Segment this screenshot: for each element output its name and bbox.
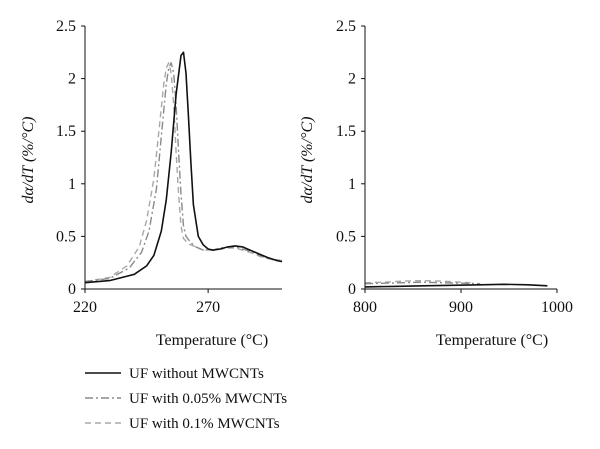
left-series-line-0: [84, 51, 283, 284]
right-y-axis-title: dα/dT (%/°C): [299, 117, 316, 204]
left-y-tick-label-3: 1.5: [56, 123, 76, 140]
right-series-line-0: [364, 283, 548, 288]
left-tick-labels: 0 0.5 1 1.5 2 2.5 220 270: [56, 18, 220, 316]
right-y-tick-label-0: 0: [348, 281, 356, 298]
left-y-tick-label-4: 2: [68, 71, 76, 88]
right-y-tick-label-4: 2: [348, 71, 356, 88]
left-y-tick-label-2: 1: [68, 176, 76, 193]
left-y-tick-label-1: 0.5: [56, 228, 76, 245]
left-series-line-2: [84, 62, 283, 283]
left-y-tick-label-5: 2.5: [56, 18, 76, 35]
right-y-tick-label-3: 1.5: [336, 123, 356, 140]
right-series-line-1: [364, 281, 481, 285]
left-y-tick-label-0: 0: [68, 281, 76, 298]
left-y-axis-title: dα/dT (%/°C): [20, 117, 37, 204]
legend-label-2: UF with 0.1% MWCNTs: [129, 416, 280, 432]
legend-label-1: UF with 0.05% MWCNTs: [129, 391, 287, 407]
legend: UF without MWCNTs UF with 0.05% MWCNTs U…: [85, 366, 287, 432]
right-x-axis-title: Temperature (°C): [436, 332, 548, 349]
legend-label-0: UF without MWCNTs: [129, 366, 264, 382]
left-x-axis-title: Temperature (°C): [156, 332, 268, 349]
right-chart-panel: dα/dT (%/°C) Temperature (°C) 0 0.5 1 1.5 2 2…: [299, 18, 573, 349]
left-x-tick-label-0: 220: [73, 299, 97, 316]
right-x-tick-label-2: 1000: [541, 299, 573, 316]
right-tick-labels: 0 0.5 1 1.5 2 2.5 800 900 1000: [336, 18, 573, 316]
right-x-tick-label-0: 800: [353, 299, 377, 316]
legend-entry-0: UF without MWCNTs: [85, 366, 264, 382]
right-series-lines: [364, 279, 548, 288]
left-x-tick-label-1: 270: [196, 299, 220, 316]
right-y-tick-label-5: 2.5: [336, 18, 356, 35]
right-y-tick-label-2: 1: [348, 176, 356, 193]
legend-entry-2: UF with 0.1% MWCNTs: [85, 416, 280, 432]
left-series-lines: [84, 51, 283, 284]
left-axes: [81, 25, 282, 293]
right-y-tick-label-1: 0.5: [336, 228, 356, 245]
legend-entry-1: UF with 0.05% MWCNTs: [85, 391, 287, 407]
right-axes: [361, 25, 558, 293]
right-x-tick-label-1: 900: [449, 299, 473, 316]
left-chart-panel: dα/dT (%/°C) Temperature (°C) 00.511.522…: [20, 18, 283, 349]
left-series-line-1: [84, 62, 283, 283]
